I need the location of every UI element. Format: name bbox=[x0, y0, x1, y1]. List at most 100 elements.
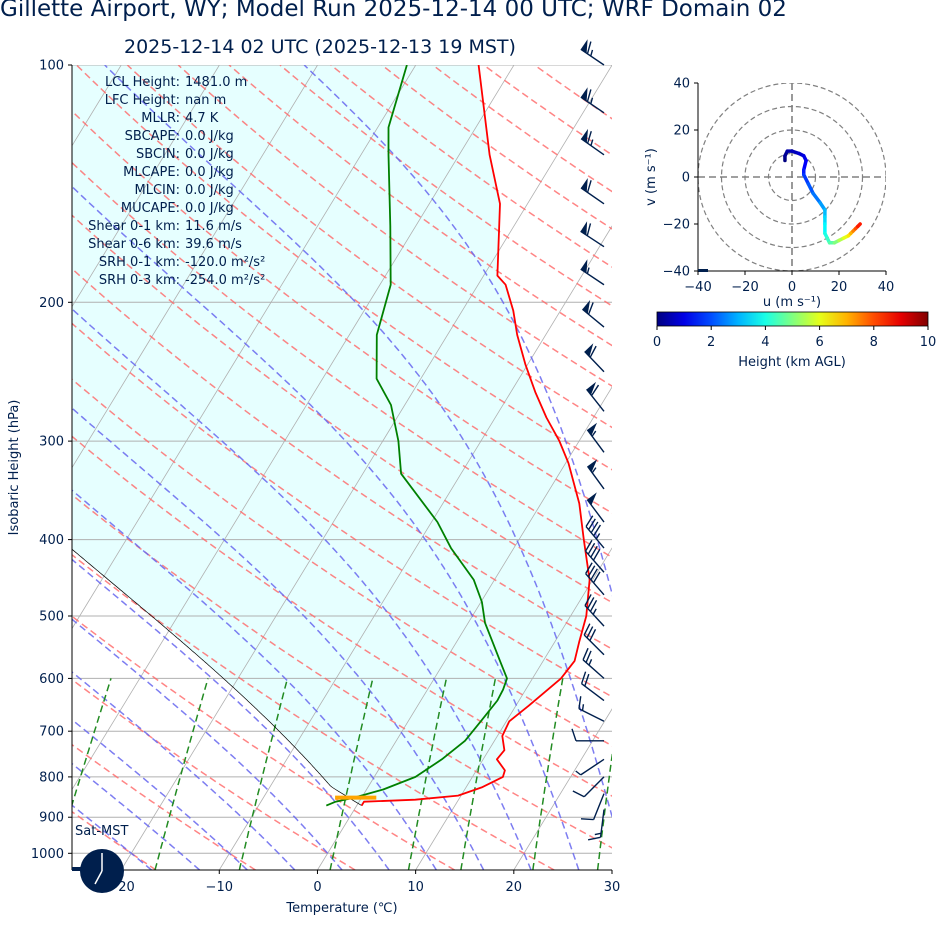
clock-icon bbox=[80, 849, 124, 893]
stat-value: 0.0 J/kg bbox=[185, 201, 234, 216]
hodo-x-tick-label: −40 bbox=[684, 280, 711, 295]
wind-barb bbox=[580, 793, 605, 821]
moist-adiabat bbox=[72, 307, 532, 870]
x-axis-label: Temperature (℃) bbox=[285, 901, 397, 916]
mixing-ratio-line bbox=[407, 678, 448, 870]
dry-adiabat bbox=[72, 615, 455, 870]
parcel-shading bbox=[72, 65, 590, 806]
y-tick-label: 400 bbox=[39, 533, 64, 548]
mixing-ratio-line bbox=[460, 678, 497, 870]
clock-label: Sat-MST bbox=[75, 824, 128, 839]
y-tick-label: 700 bbox=[39, 725, 64, 740]
colorbar-tick-label: 10 bbox=[920, 335, 936, 350]
stat-label: MLCAPE: bbox=[123, 165, 180, 180]
hodo-y-tick-label: −40 bbox=[663, 265, 690, 280]
stat-value: 39.6 m/s bbox=[185, 237, 242, 252]
stat-value: 0.0 J/kg bbox=[185, 165, 234, 180]
wind-barb bbox=[584, 539, 605, 573]
y-tick-label: 1000 bbox=[31, 847, 64, 862]
mixing-ratio-line bbox=[329, 678, 374, 870]
dry-adiabat bbox=[72, 214, 612, 604]
colorbar-tick-label: 2 bbox=[707, 335, 715, 350]
hodo-x-tick-label: 20 bbox=[831, 280, 848, 295]
stat-label: Shear 0-1 km: bbox=[88, 219, 180, 234]
moist-adiabat bbox=[303, 65, 612, 597]
wind-barb bbox=[585, 562, 605, 596]
stat-value: -120.0 m²/s² bbox=[185, 255, 265, 270]
colorbar-tick-label: 8 bbox=[870, 335, 878, 350]
dry-adiabat bbox=[72, 435, 612, 797]
chart-subtitle: 2025-12-14 02 UTC (2025-12-13 19 MST) bbox=[124, 36, 516, 58]
mixing-ratio-line bbox=[72, 678, 112, 808]
wind-barb bbox=[572, 776, 605, 798]
x-tick-label: 30 bbox=[604, 880, 621, 895]
temperature-profile bbox=[360, 65, 591, 807]
moist-adiabat bbox=[72, 407, 485, 870]
stat-label: SBCAPE: bbox=[125, 129, 180, 144]
x-tick-label: 10 bbox=[407, 880, 424, 895]
stat-value: -254.0 m²/s² bbox=[185, 273, 265, 288]
colorbar-tick-label: 6 bbox=[815, 335, 823, 350]
dry-adiabat bbox=[72, 678, 356, 870]
wind-barb bbox=[587, 809, 605, 841]
wind-barb bbox=[584, 343, 605, 373]
hodo-y-tick-label: −20 bbox=[663, 218, 690, 233]
wind-barb bbox=[580, 221, 605, 248]
wind-barb bbox=[582, 647, 605, 679]
moist-adiabat bbox=[72, 558, 390, 870]
mixing-ratio-line bbox=[238, 678, 289, 870]
y-tick-label: 100 bbox=[39, 59, 64, 74]
wind-barb bbox=[585, 515, 605, 549]
stat-value: 0.0 J/kg bbox=[185, 147, 234, 162]
isotherm-line bbox=[72, 65, 417, 630]
stat-label: Shear 0-6 km: bbox=[88, 237, 180, 252]
stat-value: 4.7 K bbox=[185, 111, 219, 126]
hodograph-segment bbox=[802, 172, 811, 186]
colorbar bbox=[656, 311, 929, 327]
mixing-ratio-line bbox=[532, 678, 564, 870]
stat-value: 0.0 J/kg bbox=[185, 183, 234, 198]
wind-barb bbox=[586, 422, 605, 453]
hodograph-segment bbox=[811, 191, 822, 205]
wind-barb bbox=[580, 671, 605, 702]
hodo-x-tick-label: 40 bbox=[878, 280, 895, 295]
moist-adiabat bbox=[72, 489, 437, 870]
wind-barb bbox=[581, 300, 605, 328]
stat-label: MLCIN: bbox=[135, 183, 180, 198]
isotherm-line bbox=[415, 547, 612, 870]
mixing-ratio-line bbox=[596, 751, 612, 870]
wind-barb bbox=[580, 128, 605, 156]
stat-label: MLLR: bbox=[141, 111, 180, 126]
wind-barb bbox=[583, 623, 605, 656]
wind-barb bbox=[580, 87, 605, 114]
isotherm-line bbox=[120, 65, 612, 870]
dry-adiabat bbox=[72, 493, 612, 849]
hodo-x-axis-label: u (m s⁻¹) bbox=[763, 295, 821, 310]
stat-value: 0.0 J/kg bbox=[185, 129, 234, 144]
x-tick-label: 20 bbox=[506, 880, 523, 895]
parcel-path bbox=[72, 548, 362, 806]
stat-label: SRH 0-1 km: bbox=[99, 255, 180, 270]
hodo-x-tick-label: −20 bbox=[731, 280, 758, 295]
isotherm-line bbox=[72, 65, 220, 308]
stat-value: 1481.0 m bbox=[185, 75, 247, 90]
moist-adiabat bbox=[104, 65, 612, 819]
wind-barb bbox=[580, 259, 605, 286]
stat-label: LCL Height: bbox=[105, 75, 180, 90]
hodo-x-tick-label: 0 bbox=[788, 280, 796, 295]
colorbar-tick-label: 4 bbox=[761, 335, 769, 350]
mixing-ratio-line bbox=[154, 678, 209, 870]
moist-adiabat bbox=[72, 671, 296, 870]
x-tick-label: 0 bbox=[313, 880, 321, 895]
wind-barb bbox=[571, 728, 604, 742]
stat-label: SBCIN: bbox=[136, 147, 180, 162]
moist-adiabat bbox=[72, 718, 248, 870]
stat-value: 11.6 m/s bbox=[185, 219, 242, 234]
dry-adiabat bbox=[72, 110, 612, 514]
moist-adiabat bbox=[72, 185, 580, 870]
y-tick-label: 200 bbox=[39, 296, 64, 311]
hodo-origin-mark bbox=[698, 269, 708, 272]
wind-barb bbox=[578, 696, 605, 722]
stat-label: LFC Height: bbox=[105, 93, 180, 108]
